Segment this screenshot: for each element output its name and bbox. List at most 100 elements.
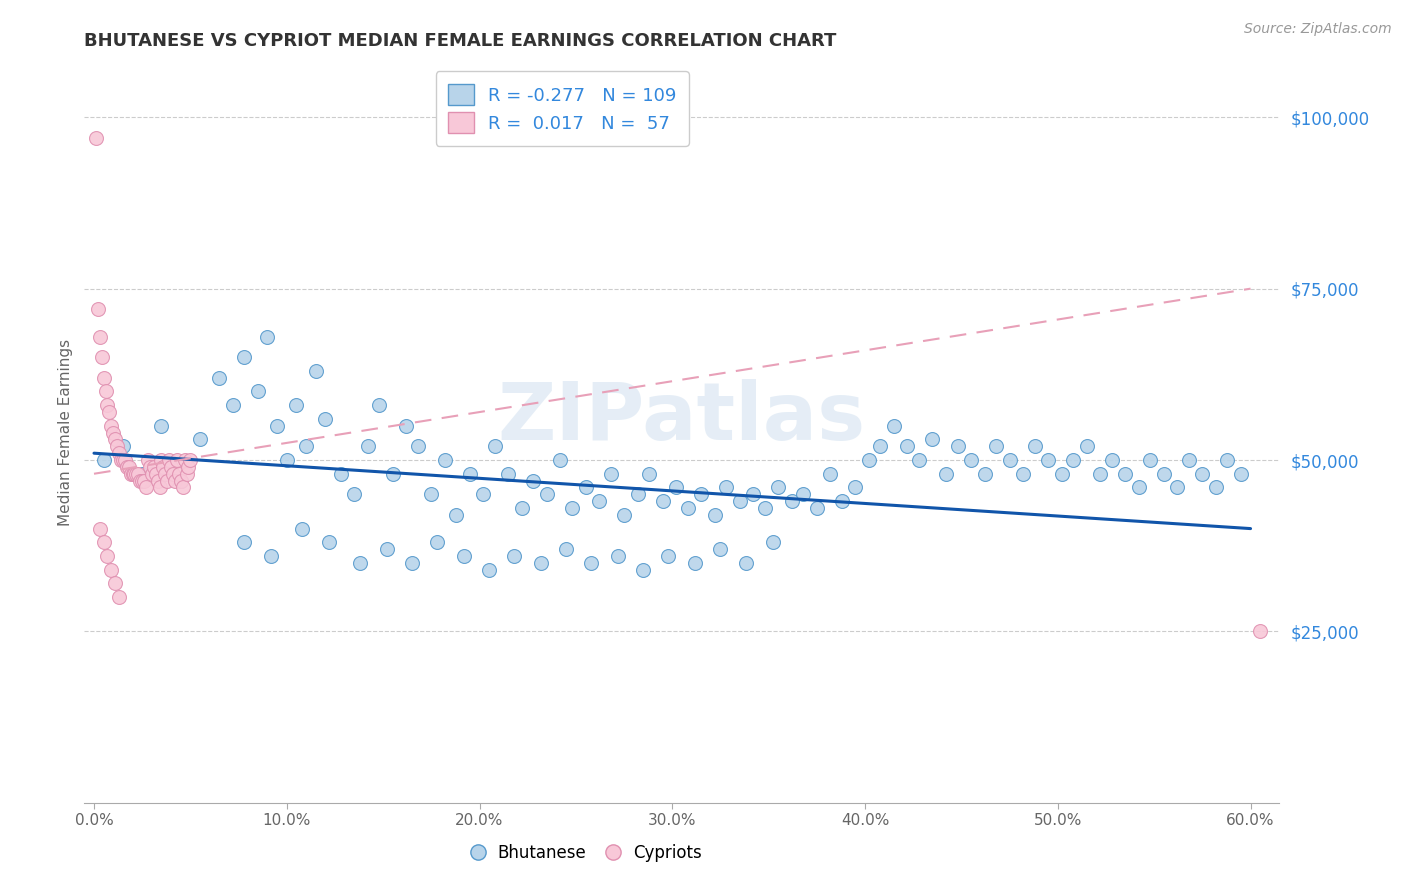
Point [742, 487, 765, 501]
Point [127, 467, 149, 481]
Point [1114, 467, 1136, 481]
Point [135, 480, 157, 494]
Point [734, 556, 756, 570]
Point [260, 549, 283, 563]
Point [177, 459, 200, 474]
Text: BHUTANESE VS CYPRIOT MEDIAN FEMALE EARNINGS CORRELATION CHART: BHUTANESE VS CYPRIOT MEDIAN FEMALE EARNI… [84, 32, 837, 50]
Point [613, 508, 636, 522]
Point [498, 467, 520, 481]
Point [295, 439, 318, 453]
Point [318, 535, 340, 549]
Point [170, 474, 193, 488]
Point [115, 459, 138, 474]
Point [276, 453, 298, 467]
Point [858, 453, 880, 467]
Point [96, 398, 118, 412]
Point [89, 522, 111, 536]
Point [1036, 453, 1059, 467]
Point [98, 405, 121, 419]
Point [256, 329, 278, 343]
Legend: Bhutanese, Cypriots: Bhutanese, Cypriots [464, 838, 709, 869]
Point [124, 467, 146, 481]
Point [90, 350, 112, 364]
Text: ZIPatlas: ZIPatlas [498, 379, 866, 457]
Y-axis label: Median Female Earnings: Median Female Earnings [58, 339, 73, 526]
Point [125, 467, 148, 481]
Point [1178, 453, 1201, 467]
Point [152, 459, 174, 474]
Point [426, 535, 449, 549]
Point [1101, 453, 1123, 467]
Point [973, 467, 995, 481]
Point [960, 453, 983, 467]
Point [145, 467, 167, 481]
Point [120, 467, 142, 481]
Point [1191, 467, 1213, 481]
Point [458, 467, 481, 481]
Point [131, 467, 153, 481]
Point [1205, 480, 1227, 494]
Point [93, 535, 115, 549]
Point [381, 467, 404, 481]
Point [1062, 453, 1084, 467]
Point [453, 549, 475, 563]
Point [599, 467, 621, 481]
Point [484, 439, 506, 453]
Point [690, 487, 713, 501]
Point [998, 453, 1021, 467]
Point [1076, 439, 1098, 453]
Point [561, 501, 583, 516]
Point [831, 494, 853, 508]
Point [984, 439, 1007, 453]
Point [908, 453, 931, 467]
Point [291, 522, 314, 536]
Point [157, 453, 180, 467]
Point [160, 459, 183, 474]
Point [162, 467, 184, 481]
Point [478, 563, 501, 577]
Point [93, 453, 115, 467]
Point [208, 371, 231, 385]
Point [446, 508, 468, 522]
Point [1230, 467, 1253, 481]
Point [246, 384, 269, 399]
Point [150, 453, 173, 467]
Point [522, 474, 544, 488]
Point [530, 556, 553, 570]
Point [703, 508, 725, 522]
Point [395, 418, 418, 433]
Point [581, 556, 603, 570]
Point [131, 474, 153, 488]
Point [156, 474, 179, 488]
Point [806, 501, 828, 516]
Point [94, 384, 117, 399]
Point [657, 549, 679, 563]
Point [1128, 480, 1150, 494]
Point [87, 302, 110, 317]
Point [472, 487, 495, 501]
Point [233, 535, 256, 549]
Point [375, 542, 398, 557]
Point [132, 474, 156, 488]
Point [676, 501, 699, 516]
Point [142, 459, 165, 474]
Point [100, 418, 122, 433]
Point [266, 418, 288, 433]
Point [406, 439, 429, 453]
Point [761, 535, 783, 549]
Point [172, 480, 194, 494]
Text: Source: ZipAtlas.com: Source: ZipAtlas.com [1244, 22, 1392, 37]
Point [1153, 467, 1175, 481]
Point [141, 467, 163, 481]
Point [343, 487, 366, 501]
Point [420, 487, 443, 501]
Point [1050, 467, 1073, 481]
Point [357, 439, 380, 453]
Point [896, 439, 918, 453]
Point [150, 418, 173, 433]
Point [108, 446, 131, 460]
Point [155, 467, 177, 481]
Point [820, 467, 842, 481]
Point [329, 467, 352, 481]
Point [314, 412, 336, 426]
